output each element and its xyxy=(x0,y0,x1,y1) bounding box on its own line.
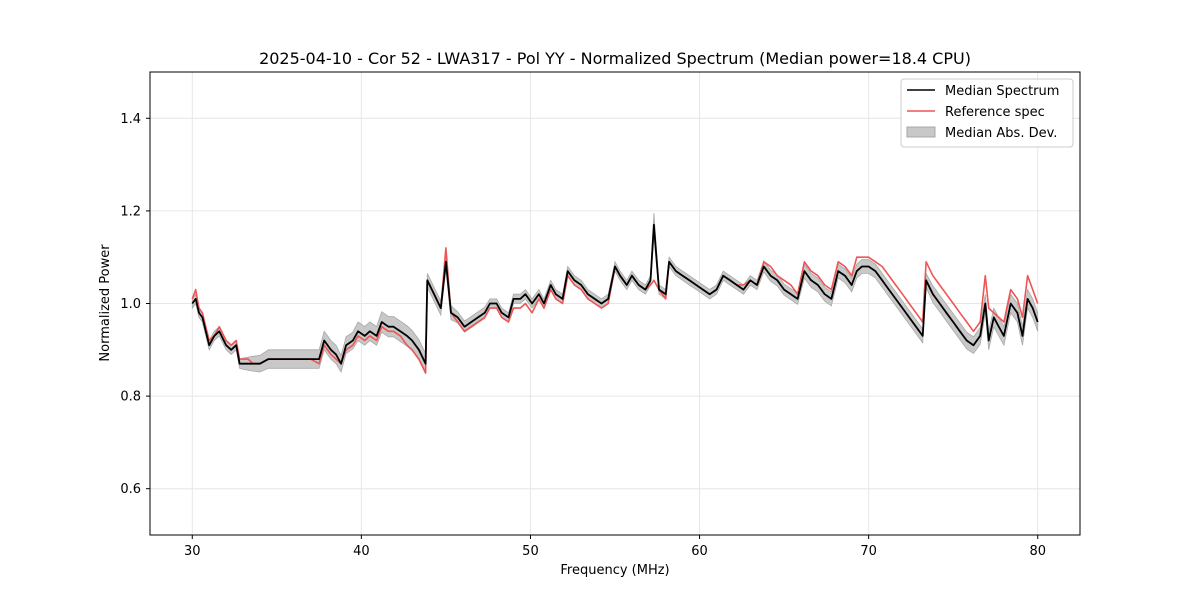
x-axis-label: Frequency (MHz) xyxy=(560,563,669,578)
reference-series-layer xyxy=(191,247,1039,374)
legend-median-label: Median Spectrum xyxy=(945,84,1059,99)
x-tick-label: 70 xyxy=(860,544,877,559)
reference-spec-line xyxy=(191,247,1039,374)
legend-mad-label: Median Abs. Dev. xyxy=(945,126,1057,141)
x-tick-label: 50 xyxy=(522,544,539,559)
median-spectrum-line xyxy=(191,223,1039,365)
y-tick-label: 1.4 xyxy=(120,112,141,127)
y-axis-label: Normalized Power xyxy=(98,244,113,362)
legend-mad-swatch xyxy=(906,126,936,138)
y-tick-label: 0.8 xyxy=(120,390,141,405)
legend: Median Spectrum Reference spec Median Ab… xyxy=(900,78,1074,148)
x-axis-ticks: 30 40 50 60 70 80 xyxy=(184,535,1046,559)
median-series-layer xyxy=(191,223,1039,365)
x-tick-label: 80 xyxy=(1029,544,1046,559)
x-tick-label: 40 xyxy=(353,544,370,559)
y-axis-ticks: 0.6 0.8 1.0 1.2 1.4 xyxy=(120,112,150,497)
y-tick-label: 1.2 xyxy=(120,204,141,219)
y-tick-label: 1.0 xyxy=(120,297,141,312)
chart-title: 2025-04-10 - Cor 52 - LWA317 - Pol YY - … xyxy=(259,49,971,68)
x-tick-label: 60 xyxy=(691,544,708,559)
legend-reference-label: Reference spec xyxy=(945,105,1045,120)
x-tick-label: 30 xyxy=(184,544,201,559)
y-tick-label: 0.6 xyxy=(120,482,141,497)
legend-box xyxy=(900,78,1074,148)
